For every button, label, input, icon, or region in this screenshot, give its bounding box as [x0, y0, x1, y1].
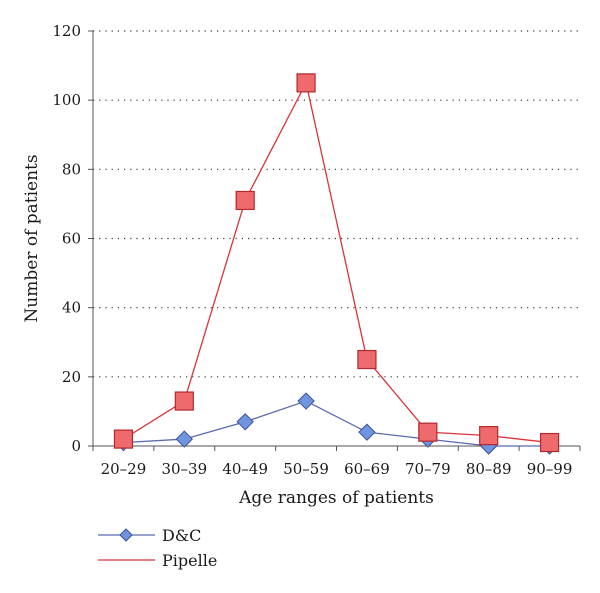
- y-tick-label: 40: [62, 299, 81, 317]
- y-tick-label: 20: [62, 368, 81, 386]
- data-point-pipelle: [357, 349, 377, 370]
- legend-item-dc: D&C: [98, 526, 201, 545]
- data-point-pipelle: [174, 391, 194, 411]
- data-point-dc: [175, 430, 194, 448]
- y-tick-label: 80: [62, 160, 81, 178]
- axes: [88, 30, 581, 451]
- series-line-dc: [123, 400, 550, 447]
- x-axis-label: Age ranges of patients: [238, 488, 434, 508]
- legend-label-pipelle: Pipelle: [162, 551, 217, 570]
- data-point-dc: [236, 413, 254, 431]
- y-tick-label: 60: [62, 230, 81, 248]
- data-point-pipelle: [479, 426, 499, 446]
- data-point-pipelle: [539, 432, 560, 453]
- y-tick-label: 100: [52, 91, 81, 109]
- data-point-dc: [297, 392, 315, 410]
- y-tick-label: 120: [52, 22, 81, 40]
- data-point-pipelle: [235, 190, 255, 211]
- x-tick-label: 60–69: [344, 460, 390, 478]
- data-point-pipelle: [113, 429, 134, 449]
- y-tick-labels: 0 20 40 60 80 100 120: [52, 22, 81, 455]
- y-tick-label: 0: [71, 437, 81, 455]
- legend: D&C Pipelle: [98, 526, 217, 570]
- legend-marker-dc: [119, 528, 133, 542]
- data-point-pipelle: [296, 73, 316, 93]
- x-tick-label: 20–29: [101, 460, 147, 478]
- series-group: [113, 73, 560, 455]
- x-tick-labels: 20–29 30–39 40–49 50–59 60–69 70–79 80–89 90–99: [101, 460, 573, 478]
- y-axis-label: Number of patients: [22, 154, 42, 322]
- x-tick-label: 70–79: [405, 460, 451, 478]
- gridlines: [93, 30, 580, 378]
- x-tick-label: 40–49: [222, 460, 268, 478]
- legend-item-pipelle: Pipelle: [98, 551, 217, 570]
- data-point-pipelle: [418, 422, 438, 442]
- series-line-pipelle: [123, 80, 550, 444]
- x-tick-label: 80–89: [466, 460, 512, 478]
- data-point-dc: [358, 423, 376, 441]
- x-tick-label: 30–39: [161, 460, 207, 478]
- legend-label-dc: D&C: [162, 526, 201, 545]
- x-tick-label: 50–59: [283, 460, 329, 478]
- x-tick-label: 90–99: [527, 460, 573, 478]
